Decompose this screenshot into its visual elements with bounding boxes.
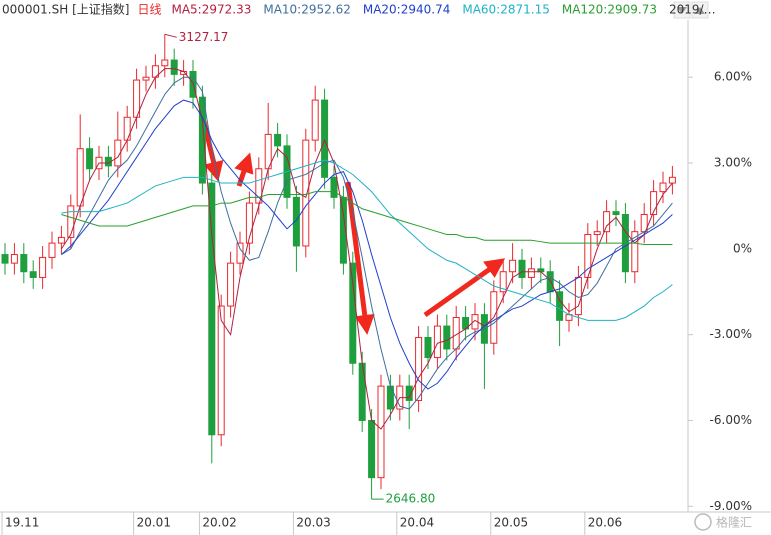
candle-body (668, 176, 676, 184)
candle-body (170, 59, 178, 75)
y-tick-label: -9.00% (710, 499, 752, 513)
chart-title: 000001.SH [上证指数] (2, 2, 129, 17)
annotation-leader (164, 33, 177, 38)
date-label: 2019/… (669, 3, 716, 17)
candle-body (358, 362, 366, 421)
x-tick-label: 20.04 (400, 516, 434, 530)
y-tick-label: 3.00% (714, 156, 752, 170)
y-tick-label: 0% (733, 241, 752, 255)
candle-body (321, 99, 329, 178)
x-tick-label: 20.05 (494, 516, 528, 530)
candle-body (593, 231, 601, 236)
candle-body (161, 59, 169, 67)
candle-body (29, 271, 37, 278)
arrow (234, 152, 254, 187)
candle-body (443, 325, 451, 350)
candle-body (114, 139, 122, 167)
candle-body (208, 182, 216, 436)
candle-body (76, 148, 84, 207)
ma-line (61, 191, 673, 246)
y-tick-label: -3.00% (710, 327, 752, 341)
ma-line (60, 68, 673, 430)
down-icon (677, 7, 687, 14)
candle-body (255, 168, 263, 204)
candle-body (227, 262, 235, 307)
candle-body (377, 385, 385, 479)
candle-body (424, 337, 432, 359)
ma-line (61, 99, 673, 390)
annotation: 3127.17 (179, 30, 229, 44)
candle-body (57, 236, 65, 244)
candle-body (650, 191, 658, 216)
legend-entry: MA20:2940.74 (363, 3, 451, 17)
candle-body (302, 139, 310, 247)
candle-name: 日线 (137, 3, 161, 17)
candle-body (123, 116, 131, 141)
candle-body (349, 262, 357, 364)
candle-body (509, 259, 517, 273)
candle-body (368, 419, 376, 479)
legend-entry: MA10:2952.62 (263, 3, 351, 17)
legend-entry: MA5:2972.33 (171, 3, 251, 17)
watermark-logo (694, 513, 712, 531)
candle-body (631, 231, 639, 273)
candle-body (405, 385, 413, 401)
candle-body (236, 242, 244, 264)
x-tick-label: 20.01 (137, 516, 171, 530)
candle-body (659, 182, 667, 193)
watermark: 格隆汇 (716, 515, 752, 530)
candle-body (39, 256, 47, 278)
candle-body (311, 99, 319, 141)
candle-body (245, 202, 253, 244)
candle-body (274, 133, 282, 147)
candle-body (546, 271, 554, 293)
x-tick-label: 19.11 (5, 516, 39, 530)
candle-body (433, 325, 441, 359)
candle-body (556, 291, 564, 321)
y-tick-label: -6.00% (710, 413, 752, 427)
candle-body (20, 254, 28, 273)
candle-body (67, 205, 75, 238)
header-buttons[interactable] (673, 1, 709, 19)
annotation: 2646.80 (386, 492, 436, 506)
candle-body (527, 268, 535, 278)
candle-body (142, 76, 150, 81)
ma-line (61, 159, 673, 321)
candle-body (48, 242, 56, 258)
candle-body (330, 176, 338, 198)
up-icon (695, 7, 705, 14)
candle-body (217, 305, 225, 436)
x-tick-label: 20.02 (202, 516, 236, 530)
y-tick-label: 6.00% (714, 70, 752, 84)
candle-body (292, 196, 300, 247)
candle-body (499, 271, 507, 293)
legend-entry: MA120:2909.73 (562, 3, 657, 17)
candle-body (415, 337, 423, 401)
candle-body (603, 211, 611, 233)
candle-body (198, 96, 206, 184)
ma-line (61, 76, 673, 410)
candle-body (612, 211, 620, 216)
candle-body (86, 148, 94, 170)
x-tick-label: 20.03 (296, 516, 330, 530)
arrow (423, 258, 506, 318)
candle-body (1, 254, 9, 264)
candle-body (10, 254, 18, 264)
candle-body (518, 259, 526, 278)
x-tick-label: 20.06 (588, 516, 622, 530)
legend-entry: MA60:2871.15 (462, 3, 550, 17)
